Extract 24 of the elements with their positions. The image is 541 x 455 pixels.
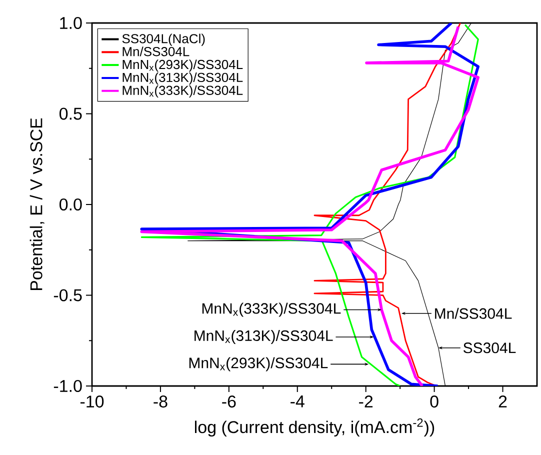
y-tick-label: 0.0	[60, 198, 82, 211]
y-tick-label: 1.0	[60, 16, 82, 30]
annotation: MnN$_{x}$(313K)/SS304L	[194, 330, 333, 344]
y-tick-label: -0.5	[54, 289, 82, 302]
x-tick-label: -10	[80, 396, 104, 408]
y-tick-label: -1.0	[54, 380, 82, 392]
y-axis-title: Potential, E / V vs.SCE	[30, 118, 44, 290]
annotation: SS304L	[463, 342, 516, 354]
x-tick-label: -6	[222, 396, 236, 408]
annotation: MnN$_{x}$(293K)/SS304L	[189, 357, 328, 372]
x-tick-label: 2	[498, 396, 507, 408]
legend-label: MnN$_{x}$(313K)/SS304L	[122, 72, 243, 85]
legend-label: MnN$_{x}$(293K)/SS304L	[122, 60, 243, 72]
annotation: Mn/SS304L	[435, 308, 512, 319]
x-axis-title: log (Current density, i(mA.cm$^{-2}$))	[195, 418, 434, 437]
y-tick-label: 0.5	[60, 108, 82, 120]
x-tick-label: -8	[154, 396, 168, 408]
x-tick-label: -4	[290, 396, 304, 408]
x-tick-label: 0	[430, 396, 438, 408]
legend-label: MnN$_{x}$(333K)/SS304L	[122, 85, 243, 98]
legend-label: SS304L(NaCl)	[122, 34, 205, 46]
x-tick-label: -2	[359, 396, 373, 408]
annotation: MnN$_{x}$(333K)/SS304L	[202, 302, 341, 317]
legend-label: Mn/SS304L	[122, 46, 190, 56]
